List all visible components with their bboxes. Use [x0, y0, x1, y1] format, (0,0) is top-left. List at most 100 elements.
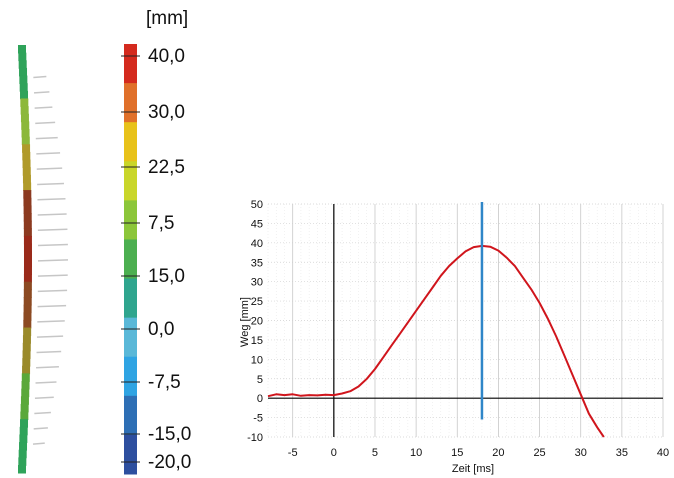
mesh-shadow-stroke — [36, 365, 59, 369]
mesh-segment — [20, 113, 29, 123]
mesh-segment — [18, 457, 27, 466]
mesh-segment — [21, 129, 30, 138]
mesh-segment — [23, 205, 32, 214]
mesh-segment — [20, 98, 29, 107]
mesh-shadow-stroke — [36, 152, 61, 155]
x-axis-label: Zeit [ms] — [452, 463, 494, 475]
color-scale-blocks — [124, 44, 137, 475]
y-tick-label: 45 — [251, 218, 263, 230]
mesh-segment — [23, 327, 32, 337]
color-scale-block — [124, 434, 137, 475]
x-tick-label: 25 — [533, 447, 545, 459]
x-tick-label: 15 — [451, 447, 463, 459]
mesh-segment — [22, 174, 31, 184]
chart-series — [267, 202, 605, 438]
color-scale-label: 40,0 — [148, 46, 185, 67]
mesh-segment — [23, 289, 32, 298]
color-scale-ticks — [121, 55, 140, 463]
y-tick-labels: -10 -5 0 5 10 15 20 25 30 35 40 45 50 — [247, 199, 263, 444]
y-tick-label: 30 — [251, 277, 263, 289]
mesh-shadow-stroke — [37, 304, 67, 308]
color-scale-block — [124, 278, 137, 319]
x-tick-label: 5 — [372, 447, 378, 459]
mesh-shadow-stroke — [35, 121, 56, 125]
y-tick-label: 35 — [251, 257, 263, 269]
mesh-segment — [23, 213, 32, 222]
mesh-segment — [20, 106, 29, 115]
mesh-shadow-stroke — [37, 289, 68, 293]
x-tick-label: 10 — [410, 447, 422, 459]
y-tick-label: 0 — [257, 393, 263, 405]
mesh-segment — [23, 243, 32, 253]
mesh-shadow-stroke — [36, 167, 63, 170]
color-scale-label: -20,0 — [148, 452, 191, 473]
y-tick-label: -5 — [253, 413, 263, 425]
color-scale-block — [124, 161, 137, 201]
color-scale-block — [124, 239, 137, 280]
y-tick-label: -10 — [247, 432, 263, 444]
mesh-segment — [22, 167, 31, 176]
mesh-segment — [20, 419, 29, 428]
mesh-segment — [18, 465, 26, 474]
mesh-shadow-stroke — [37, 213, 67, 216]
mesh-segment — [23, 182, 32, 191]
mesh-segment — [22, 350, 31, 359]
color-scale-labels: 40,0 30,0 22,5 7,5 15,0 0,0 -7,5 -15,0 -20,0 — [148, 46, 191, 473]
color-scale-block — [124, 83, 137, 123]
mesh-segment — [21, 373, 30, 382]
mesh-segment — [23, 312, 32, 321]
mesh-shadow-stroke — [37, 197, 66, 201]
x-tick-label: 0 — [331, 447, 337, 459]
color-scale-block — [124, 200, 137, 240]
mesh-segment — [22, 342, 31, 352]
series-line — [267, 244, 605, 438]
mesh-segment — [22, 159, 31, 169]
mesh-shadow-stroke — [37, 182, 65, 186]
mesh-segment — [20, 396, 29, 405]
mesh-segment — [20, 411, 29, 421]
mesh-segment — [23, 258, 32, 268]
x-tick-label: 40 — [657, 447, 669, 459]
mesh-segment — [18, 449, 27, 459]
y-tick-label: 10 — [251, 354, 263, 366]
color-scale-label: 15,0 — [148, 266, 185, 287]
mesh-shadow-stroke — [35, 136, 58, 140]
mesh-segment — [23, 235, 32, 245]
mesh-segment — [23, 228, 32, 237]
color-scale-label: 22,5 — [148, 157, 185, 178]
mesh-segment — [18, 52, 27, 62]
color-scale-block — [124, 356, 137, 397]
color-scale-block — [124, 44, 137, 84]
mesh-shadow-stroke — [32, 442, 45, 445]
mesh-segment — [23, 197, 32, 207]
mesh-segment — [22, 335, 31, 344]
color-scale-label: 7,5 — [148, 213, 174, 234]
mesh-shadow-stroke — [34, 411, 51, 415]
mesh-shadow-stroke — [37, 259, 69, 262]
color-scale-label: -7,5 — [148, 372, 181, 393]
mesh-shadow-stroke — [33, 75, 47, 79]
y-tick-label: 50 — [251, 199, 263, 211]
chart-axes — [268, 204, 663, 437]
mesh-segment — [18, 60, 27, 69]
mesh-segment — [19, 442, 28, 451]
mesh-shadow-stroke — [34, 106, 53, 109]
mesh-segment — [23, 304, 32, 314]
mesh-shadow-stroke — [36, 350, 62, 354]
mesh-segment — [23, 319, 32, 329]
mesh-segment — [23, 190, 32, 199]
mesh-segment — [18, 45, 26, 54]
color-scale-block — [124, 395, 137, 436]
mesh-segment — [21, 381, 30, 390]
mesh-segment — [23, 220, 32, 230]
mesh-segment — [23, 281, 32, 291]
mesh-shadow-stroke — [37, 320, 65, 323]
mesh-segment — [22, 144, 31, 153]
mesh-shadow-stroke — [34, 396, 54, 400]
color-scale-unit: [mm] — [146, 8, 189, 29]
mesh-segment — [21, 388, 30, 398]
mesh-segment — [22, 358, 31, 367]
